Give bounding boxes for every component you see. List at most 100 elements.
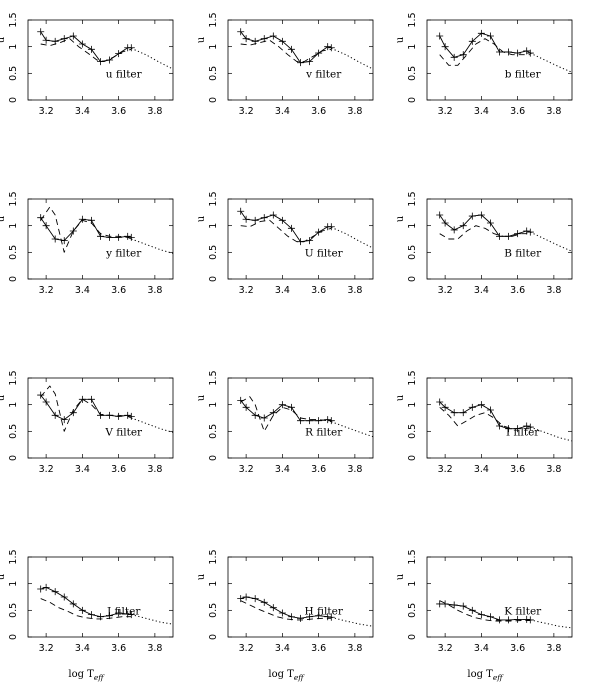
chart-panel-9: 3.2 3.4 3.6 3.8 0 0.5 1 1.5 u I filter — [395, 370, 573, 475]
series-extension — [331, 47, 374, 70]
series-extension — [131, 47, 174, 70]
data-point-marker — [287, 45, 295, 53]
y-tick-label: 0 — [407, 455, 418, 461]
data-point-marker — [514, 230, 522, 238]
y-tick-label: 0 — [208, 97, 219, 103]
x-tick-label: 3.6 — [111, 285, 126, 296]
data-point-marker — [127, 44, 135, 52]
x-tick-label: 3.6 — [111, 106, 126, 117]
data-point-marker — [287, 224, 295, 232]
x-tick-label: 3.8 — [347, 106, 362, 117]
x-tick-label: 3.2 — [39, 643, 54, 654]
x-axis-label: log Teff — [68, 669, 105, 682]
x-tick-label: 3.2 — [239, 464, 254, 475]
data-point-marker — [60, 593, 68, 601]
chart-panel-5: 3.2 3.4 3.6 3.8 0 0.5 1 1.5 u U filter — [196, 191, 374, 296]
data-point-marker — [468, 606, 476, 614]
y-tick-label: 0 — [8, 97, 19, 103]
series-comparison — [240, 219, 332, 243]
x-tick-label: 3.8 — [147, 464, 162, 475]
y-tick-label: 1 — [208, 44, 219, 50]
y-tick-label: 0.5 — [208, 66, 219, 81]
data-point-marker — [459, 409, 467, 417]
x-axis-label: log Teff — [268, 669, 305, 682]
x-tick-label: 3.4 — [75, 643, 90, 654]
filter-label: J filter — [106, 606, 141, 618]
data-point-marker — [459, 222, 467, 230]
y-tick-label: 1 — [8, 581, 19, 587]
y-tick-label: 0 — [8, 276, 19, 282]
plot-frame — [426, 556, 573, 638]
data-point-marker — [486, 613, 494, 621]
y-tick-label: 1.5 — [407, 12, 418, 27]
data-point-marker — [278, 609, 286, 617]
x-tick-label: 3.4 — [275, 106, 290, 117]
data-point-marker — [486, 406, 494, 414]
filter-label: u filter — [106, 69, 143, 81]
data-point-marker — [306, 58, 314, 66]
data-point-marker — [315, 612, 323, 620]
y-tick-label: 1.5 — [407, 370, 418, 385]
series-comparison — [240, 396, 332, 432]
data-point-marker — [87, 45, 95, 53]
y-axis-label: u — [196, 573, 207, 580]
data-point-marker — [242, 593, 250, 601]
x-tick-label: 3.8 — [546, 106, 561, 117]
data-point-marker — [60, 416, 68, 424]
x-tick-label: 3.6 — [510, 464, 525, 475]
series-model — [439, 32, 531, 58]
plot-frame — [227, 198, 374, 280]
x-tick-label: 3.6 — [311, 285, 326, 296]
x-tick-label: 3.2 — [438, 106, 453, 117]
x-tick-label: 3.4 — [75, 464, 90, 475]
y-axis-label: u — [0, 573, 7, 580]
plot-frame — [426, 377, 573, 459]
data-point-marker — [496, 48, 503, 56]
data-point-marker — [496, 422, 503, 430]
data-point-marker — [450, 409, 458, 417]
x-tick-label: 3.4 — [474, 464, 489, 475]
x-tick-label: 3.8 — [546, 285, 561, 296]
x-axis-label-main: log T — [467, 669, 493, 680]
y-tick-label: 1 — [8, 223, 19, 229]
plot-frame — [227, 377, 374, 459]
y-tick-label: 1.5 — [208, 12, 219, 27]
x-tick-label: 3.6 — [510, 285, 525, 296]
y-tick-label: 1.5 — [208, 191, 219, 206]
y-tick-label: 1.5 — [208, 370, 219, 385]
data-point-marker — [486, 219, 494, 227]
data-point-marker — [251, 411, 259, 419]
x-axis-label-subscript: eff — [294, 673, 305, 682]
data-point-marker — [324, 613, 332, 621]
y-tick-label: 1 — [208, 223, 219, 229]
chart-panel-12: 3.2 3.4 3.6 3.8 0 0.5 1 1.5 u K filter log Teff — [395, 549, 573, 682]
data-point-marker — [324, 416, 332, 424]
y-tick-label: 1.5 — [8, 12, 19, 27]
data-point-marker — [78, 40, 86, 48]
x-axis-label-subscript: eff — [94, 673, 105, 682]
y-tick-label: 0 — [208, 276, 219, 282]
data-point-marker — [78, 395, 86, 403]
x-tick-label: 3.6 — [311, 464, 326, 475]
series-extension — [530, 52, 573, 73]
filter-label: K filter — [504, 606, 542, 618]
x-tick-label: 3.8 — [546, 643, 561, 654]
chart-panel-8: 3.2 3.4 3.6 3.8 0 0.5 1 1.5 u R filter — [196, 370, 374, 475]
data-point-marker — [450, 226, 458, 234]
data-point-marker — [115, 233, 123, 241]
filter-label: B filter — [504, 248, 542, 260]
data-point-marker — [42, 222, 50, 230]
data-point-marker — [459, 51, 467, 59]
x-tick-label: 3.4 — [75, 285, 90, 296]
data-point-marker — [514, 615, 522, 623]
data-point-marker — [78, 606, 86, 614]
series-model — [240, 400, 332, 422]
y-axis-label: u — [395, 36, 406, 43]
y-tick-label: 0.5 — [208, 424, 219, 439]
y-tick-label: 1.5 — [208, 549, 219, 564]
y-tick-label: 0.5 — [8, 603, 19, 618]
data-point-marker — [514, 49, 522, 57]
x-tick-label: 3.8 — [546, 464, 561, 475]
y-tick-label: 0.5 — [208, 245, 219, 260]
